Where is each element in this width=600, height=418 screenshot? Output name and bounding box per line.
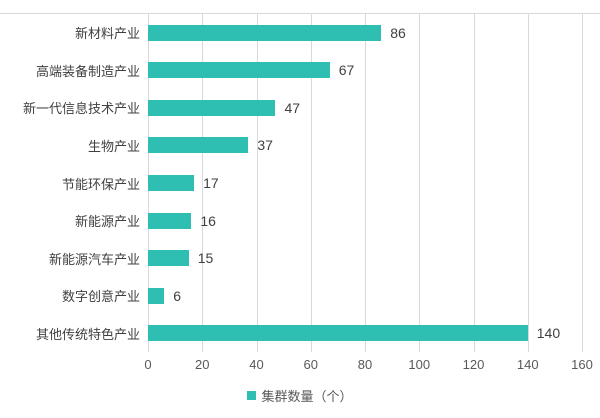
gridline (527, 14, 529, 352)
value-label: 67 (338, 62, 355, 79)
chart-top-border (0, 13, 600, 14)
bar-track: 140 (148, 325, 582, 342)
value-label: 6 (173, 287, 182, 304)
bar-row: 生物产业 37 (0, 127, 600, 165)
category-label: 新一代信息技术产业 (22, 101, 140, 117)
category-label: 生物产业 (87, 138, 140, 154)
bar (148, 212, 192, 229)
x-tick-label: 20 (195, 357, 210, 372)
category-label: 数字创意产业 (61, 289, 140, 305)
legend: 集群数量（个） (0, 386, 600, 405)
x-tick-label: 60 (303, 357, 318, 372)
bar (148, 24, 382, 41)
bar-track: 6 (148, 287, 582, 304)
value-label: 37 (257, 137, 273, 154)
rows: 新材料产业 86 高端装备制造产业 67 新一代信息技术产业 47 生物产业 37 节能环保产业… (0, 14, 600, 352)
category-label: 新能源产业 (74, 214, 140, 230)
bar-track: 47 (148, 99, 582, 116)
x-tick-label: 120 (462, 357, 485, 372)
x-axis: 0 20 40 60 80 100 120 140 160 (144, 357, 592, 373)
bar (148, 325, 528, 342)
gridline (582, 14, 583, 352)
gridline (419, 14, 421, 352)
gridline (310, 14, 312, 352)
x-tick-label: 140 (516, 357, 539, 372)
x-tick-label: 40 (249, 357, 264, 372)
bar-row: 节能环保产业 17 (0, 164, 600, 202)
bar-row: 新能源产业 16 (0, 202, 600, 240)
bar (148, 175, 195, 192)
gridline (473, 14, 475, 352)
bar-row: 其他传统特色产业 140 (0, 315, 600, 353)
bar-row: 新材料产业 86 (0, 14, 600, 52)
bar (148, 62, 330, 79)
bar-track: 17 (148, 175, 582, 192)
bar (148, 250, 189, 267)
gridline (256, 14, 258, 352)
value-label: 86 (390, 24, 406, 41)
category-label: 其他传统特色产业 (35, 326, 140, 342)
category-label: 节能环保产业 (61, 176, 140, 192)
category-label: 高端装备制造产业 (35, 63, 140, 79)
x-tick-label: 100 (408, 357, 431, 372)
bar (148, 137, 249, 154)
legend-swatch-icon (247, 391, 257, 400)
value-label: 15 (197, 250, 214, 267)
bar-track: 16 (148, 212, 582, 229)
x-tick-label: 160 (571, 357, 593, 372)
value-label: 16 (200, 212, 216, 229)
category-label: 新材料产业 (74, 26, 140, 42)
legend-label: 集群数量（个） (261, 389, 353, 404)
bar (148, 99, 276, 116)
x-tick-label: 80 (357, 357, 373, 372)
bar-row: 高端装备制造产业 67 (0, 52, 600, 90)
value-label: 47 (284, 99, 301, 116)
category-label: 新能源汽车产业 (48, 251, 140, 267)
bar-track: 15 (148, 250, 582, 267)
x-tick-label: 0 (144, 357, 152, 372)
value-label: 140 (536, 325, 561, 342)
bar-row: 新能源汽车产业 15 (0, 239, 600, 277)
bar-track: 86 (148, 24, 582, 41)
bar-row: 新一代信息技术产业 47 (0, 89, 600, 127)
bar-track: 67 (148, 62, 582, 79)
bar (148, 287, 165, 304)
bar-track: 37 (148, 137, 582, 154)
gridline (365, 14, 366, 352)
value-label: 17 (203, 175, 219, 192)
bar-row: 数字创意产业 6 (0, 277, 600, 315)
gridline (202, 14, 204, 352)
